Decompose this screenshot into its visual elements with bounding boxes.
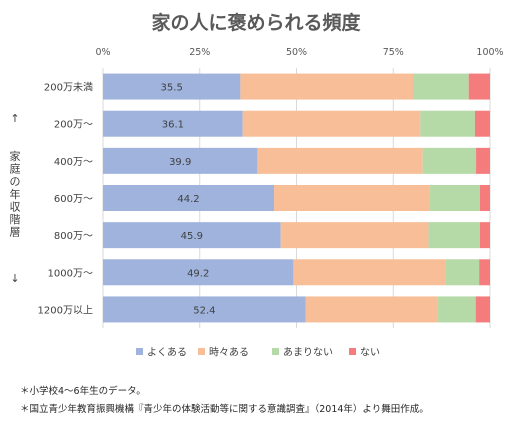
legend-swatch bbox=[198, 348, 205, 355]
y-label-arrow-up: ↑ bbox=[10, 112, 19, 125]
category-labels: 200万未満 200万～ 400万～ 600万～ 800万～ 1000万～ 1200万以上 bbox=[38, 82, 93, 317]
legend-label: あまりない bbox=[283, 347, 333, 359]
footnote-1: ＊小学校4～6年生のデータ。 bbox=[20, 386, 146, 397]
bar-segment bbox=[476, 147, 490, 174]
legend-label: ない bbox=[360, 347, 380, 359]
legend-swatch bbox=[272, 348, 279, 355]
data-label: 44.2 bbox=[177, 194, 199, 205]
stacked-bar-chart: 家の人に褒められる頻度 0% 25% 50% 75% 100% 35.5 36.1 39.9… bbox=[10, 11, 504, 359]
category-label: 1200万以上 bbox=[38, 304, 93, 316]
category-label: 600万～ bbox=[54, 194, 93, 205]
bar-segment bbox=[420, 110, 475, 137]
x-tick-label: 75% bbox=[383, 47, 404, 58]
category-label: 1000万～ bbox=[48, 268, 93, 279]
legend-label: よくある bbox=[147, 347, 187, 359]
y-axis-label: ↑ 家庭の年収階層 ↓ bbox=[10, 112, 21, 285]
bar-segment bbox=[412, 73, 469, 100]
bar-segment bbox=[479, 185, 490, 211]
y-axis-title: 家庭の年収階層 bbox=[10, 149, 21, 239]
data-label: 49.2 bbox=[187, 268, 209, 279]
x-tick-label: 0% bbox=[95, 47, 110, 58]
bar-segment bbox=[103, 296, 306, 323]
bar-segment bbox=[428, 222, 480, 249]
category-label: 200万未満 bbox=[44, 82, 93, 94]
bar-segment bbox=[479, 222, 490, 249]
bar-segment bbox=[422, 147, 477, 174]
data-label: 35.5 bbox=[161, 83, 183, 94]
bar-segment bbox=[103, 73, 241, 100]
bar-segment bbox=[274, 185, 430, 211]
bar-segment bbox=[103, 147, 258, 174]
bar-segment bbox=[474, 110, 490, 137]
bar-segment bbox=[103, 185, 275, 211]
bar-segment bbox=[242, 110, 421, 137]
bar-segment bbox=[257, 147, 423, 174]
bar-segment bbox=[293, 259, 446, 286]
bar-segment bbox=[280, 222, 429, 249]
x-tick-label: 50% bbox=[286, 47, 307, 58]
category-label: 400万～ bbox=[54, 157, 93, 168]
bars: 35.5 36.1 39.9 44.2 45.9 49.2 52.4 bbox=[103, 73, 490, 323]
legend-swatch bbox=[349, 348, 356, 355]
bar-segment bbox=[475, 296, 490, 323]
bar-segment bbox=[445, 259, 480, 286]
footnotes: ＊小学校4～6年生のデータ。 ＊国立青少年教育振興機構『青少年の体験活動等に関す… bbox=[20, 383, 429, 419]
data-label: 52.4 bbox=[193, 305, 215, 316]
legend-label: 時々ある bbox=[209, 347, 249, 359]
data-label: 36.1 bbox=[162, 120, 184, 131]
footnote-2: ＊国立青少年教育振興機構『青少年の体験活動等に関する意識調査』（2014年）より… bbox=[20, 404, 429, 415]
bar-segment bbox=[103, 222, 281, 249]
bar-segment bbox=[429, 185, 480, 211]
bar-segment bbox=[305, 296, 438, 323]
bar-segment bbox=[240, 73, 413, 100]
category-label: 800万～ bbox=[54, 231, 93, 242]
x-tick-label: 25% bbox=[189, 47, 210, 58]
data-label: 39.9 bbox=[169, 157, 191, 168]
bar-segment bbox=[103, 259, 294, 286]
bar-segment bbox=[479, 259, 490, 286]
bar-segment bbox=[103, 110, 243, 137]
x-tick-label: 100% bbox=[476, 47, 503, 58]
bar-segment bbox=[437, 296, 476, 323]
category-label: 200万～ bbox=[54, 120, 93, 131]
bar-segment bbox=[468, 73, 490, 100]
y-label-arrow-down: ↓ bbox=[10, 272, 19, 285]
x-axis-ticks: 0% 25% 50% 75% 100% bbox=[95, 47, 503, 58]
chart-title: 家の人に褒められる頻度 bbox=[151, 11, 361, 34]
data-label: 45.9 bbox=[181, 231, 203, 242]
legend: よくある 時々ある あまりない ない bbox=[136, 347, 380, 359]
legend-swatch bbox=[136, 348, 143, 355]
